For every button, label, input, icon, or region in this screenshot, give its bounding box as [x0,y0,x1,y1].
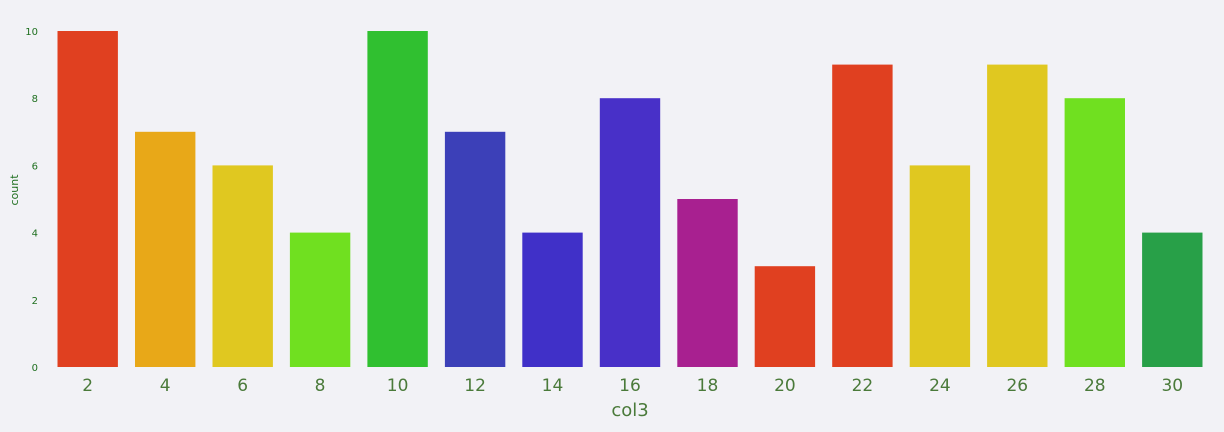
x-tick-label: 8 [315,376,326,396]
x-tick-label: 28 [1084,376,1106,396]
bar-4 [135,131,196,367]
bar-14 [522,232,583,367]
y-tick-label: 10 [25,27,38,38]
bar-10 [367,31,428,367]
x-tick-label: 2 [82,376,93,396]
bar-24 [909,165,971,367]
y-axis-ticks: 0 2 4 6 8 10 [25,27,38,374]
bar-2 [57,31,118,367]
y-tick-label: 2 [32,296,38,307]
bar-8 [289,232,351,367]
y-tick-label: 8 [32,94,38,105]
bars-group [57,31,1203,367]
bar-12 [444,131,506,367]
bar-22 [832,64,893,367]
y-tick-label: 4 [32,229,38,240]
x-tick-label: 4 [160,376,171,396]
y-tick-label: 0 [32,363,38,374]
bar-26 [987,64,1048,367]
x-tick-label: 16 [619,376,641,396]
x-axis-title: col3 [611,400,648,421]
bar-28 [1064,98,1125,367]
bar-30 [1142,232,1203,367]
y-axis-title: count [8,174,21,206]
x-tick-label: 24 [929,376,951,396]
y-tick-label: 6 [32,161,38,172]
x-tick-label: 26 [1006,376,1028,396]
x-tick-label: 30 [1161,376,1183,396]
bar-20 [754,266,816,367]
bar-6 [212,165,273,367]
x-tick-label: 12 [464,376,486,396]
bar-18 [677,199,738,367]
x-tick-label: 14 [542,376,564,396]
x-tick-label: 10 [387,376,409,396]
x-axis-ticks: 2 4 6 8 10 12 14 16 18 20 22 24 26 28 30 [82,376,1183,396]
x-tick-label: 18 [697,376,719,396]
bar-16 [599,98,661,367]
x-tick-label: 6 [237,376,248,396]
x-tick-label: 20 [774,376,796,396]
x-tick-label: 22 [852,376,874,396]
